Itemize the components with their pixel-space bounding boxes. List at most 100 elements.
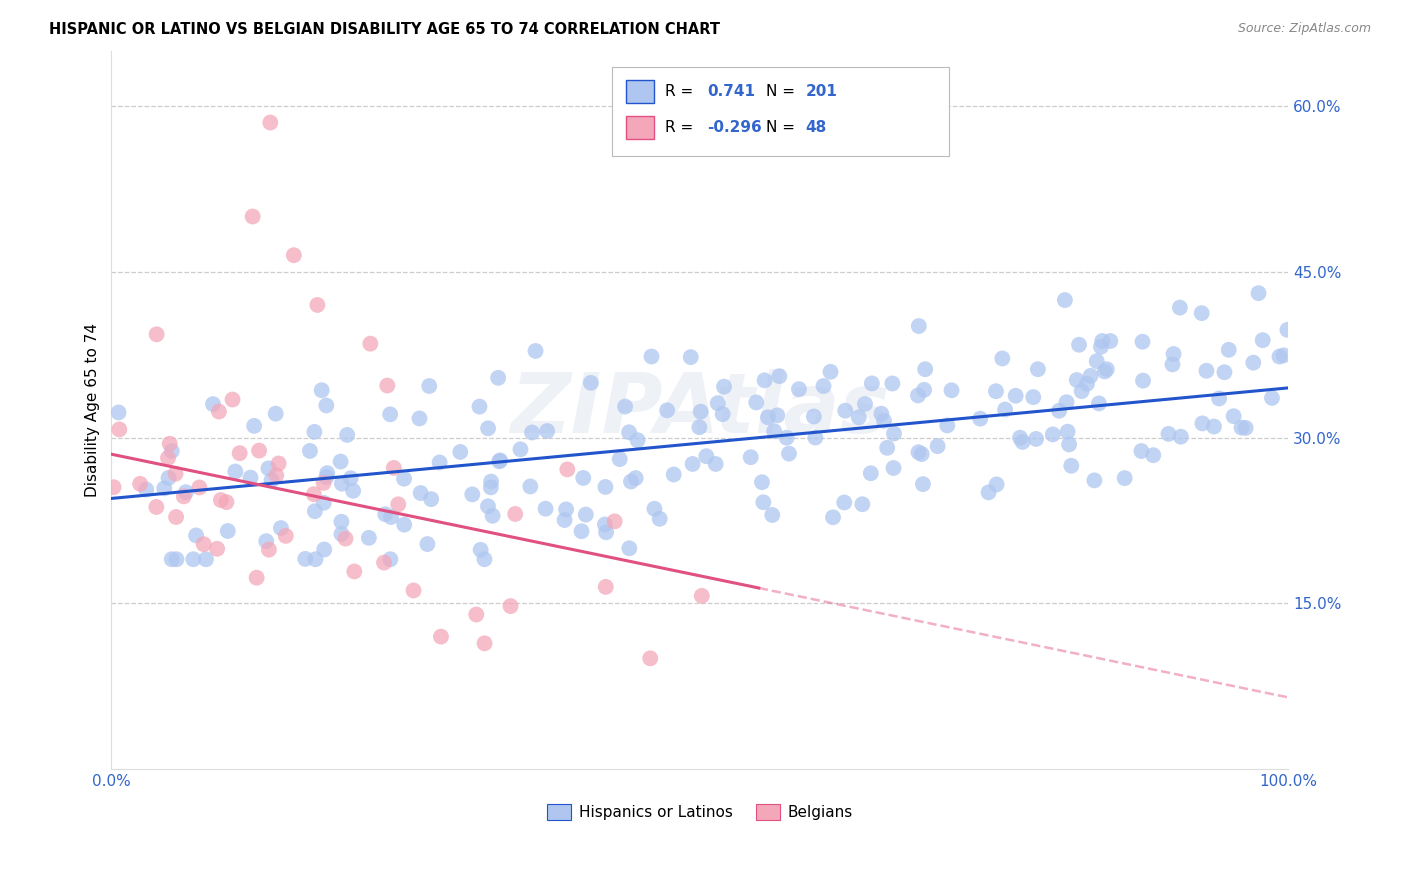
Point <box>1094 364 1116 378</box>
Point <box>595 525 617 540</box>
Point <box>911 447 934 461</box>
Point <box>1272 348 1295 362</box>
Point <box>984 384 1007 399</box>
Point <box>1011 434 1033 449</box>
Point <box>1218 343 1240 357</box>
Point <box>882 461 904 475</box>
Text: -0.296: -0.296 <box>707 120 762 135</box>
Point <box>294 552 316 566</box>
Point <box>184 528 207 542</box>
Point <box>509 442 531 457</box>
Point <box>536 424 558 438</box>
Point <box>477 500 499 514</box>
Point <box>165 510 187 524</box>
Point <box>912 383 935 397</box>
Point <box>135 483 157 497</box>
Point <box>690 589 713 603</box>
Point <box>688 420 710 434</box>
Point <box>911 477 934 491</box>
Point <box>259 115 281 129</box>
Point <box>927 439 949 453</box>
Point <box>274 529 297 543</box>
Text: R =: R = <box>665 120 699 135</box>
Point <box>873 414 896 428</box>
Point <box>311 383 333 397</box>
Point <box>1047 403 1070 417</box>
Point <box>1163 347 1185 361</box>
Point <box>1080 368 1102 383</box>
Point <box>763 424 786 438</box>
Point <box>224 465 246 479</box>
Point <box>257 542 280 557</box>
Point <box>1099 334 1122 348</box>
Point <box>205 541 228 556</box>
Point <box>575 508 598 522</box>
Point <box>689 405 711 419</box>
Point <box>745 395 768 409</box>
Point <box>977 485 1000 500</box>
Point <box>1234 421 1257 435</box>
Point <box>254 534 277 549</box>
Point <box>416 537 439 551</box>
Point <box>474 636 496 650</box>
Text: 0.741: 0.741 <box>707 85 755 99</box>
Point <box>465 607 488 622</box>
Point <box>851 497 873 511</box>
Point <box>1241 356 1264 370</box>
Point <box>267 457 290 471</box>
Point <box>304 552 326 566</box>
Point <box>468 400 491 414</box>
Point <box>217 524 239 538</box>
Point <box>145 500 167 514</box>
Point <box>994 402 1017 417</box>
Point <box>907 445 929 459</box>
Point <box>264 468 287 483</box>
Point <box>270 521 292 535</box>
Point <box>657 403 679 417</box>
Point <box>430 630 453 644</box>
Point <box>156 450 179 465</box>
Point <box>242 210 264 224</box>
Point <box>1277 323 1299 337</box>
Point <box>619 541 641 556</box>
Point <box>264 407 287 421</box>
Point <box>778 447 800 461</box>
Point <box>1261 391 1284 405</box>
Point <box>461 487 484 501</box>
Point <box>534 501 557 516</box>
Point <box>489 453 512 467</box>
Point <box>1057 437 1080 451</box>
Point <box>707 396 730 410</box>
Point <box>312 496 335 510</box>
Point <box>1132 374 1154 388</box>
Point <box>380 407 402 421</box>
Point <box>1010 431 1032 445</box>
Point <box>165 467 187 481</box>
Point <box>387 497 409 511</box>
Point <box>832 495 855 509</box>
Point <box>1230 420 1253 434</box>
Point <box>1132 334 1154 349</box>
Point <box>298 444 321 458</box>
Y-axis label: Disability Age 65 to 74: Disability Age 65 to 74 <box>86 323 100 497</box>
Point <box>803 409 825 424</box>
Point <box>627 433 650 447</box>
Point <box>228 446 250 460</box>
Point <box>643 501 665 516</box>
Point <box>1067 338 1090 352</box>
Point <box>329 454 352 468</box>
Point <box>201 397 224 411</box>
Point <box>257 461 280 475</box>
Point <box>557 462 579 476</box>
Point <box>1251 333 1274 347</box>
Text: R =: R = <box>665 85 699 99</box>
Point <box>1022 390 1045 404</box>
Point <box>1142 448 1164 462</box>
Point <box>477 421 499 435</box>
Point <box>860 376 883 391</box>
Point <box>166 552 188 566</box>
Point <box>682 457 704 471</box>
Point <box>704 457 727 471</box>
Point <box>215 495 238 509</box>
Point <box>752 495 775 509</box>
